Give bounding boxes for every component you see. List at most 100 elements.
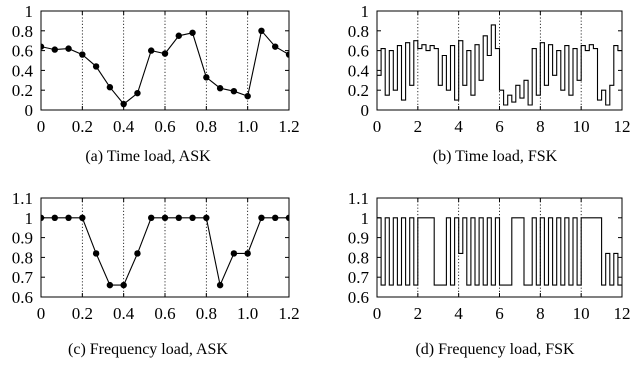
series-group <box>377 24 622 106</box>
data-point <box>134 250 141 257</box>
x-tick-label: 0.6 <box>154 304 175 323</box>
data-point <box>216 85 224 92</box>
y-tick-label: 0.8 <box>348 248 369 267</box>
x-tick-label: 0 <box>37 117 46 136</box>
x-tick-label: 0.2 <box>72 304 93 323</box>
x-tick-label: 2 <box>414 117 423 136</box>
y-tick-label: 0.4 <box>348 61 370 80</box>
y-tick-label: 0 <box>361 101 370 120</box>
data-point <box>203 74 210 81</box>
series-line <box>41 29 289 105</box>
y-tick-label: 0.9 <box>348 229 369 248</box>
data-point <box>313 85 319 91</box>
data-point <box>272 214 279 221</box>
x-tick-label: 4 <box>454 304 463 323</box>
data-point <box>327 107 333 113</box>
x-tick-label: 1.0 <box>237 117 258 136</box>
data-point <box>258 214 265 221</box>
x-tick-label: 8 <box>536 117 545 136</box>
x-tick-label: 0.8 <box>196 304 217 323</box>
data-point <box>244 92 251 100</box>
data-point <box>79 214 86 221</box>
x-tick-label: 4 <box>454 117 463 136</box>
x-tick-label: 0 <box>37 304 46 323</box>
data-point <box>285 214 289 221</box>
data-point <box>92 63 100 70</box>
data-point <box>134 89 141 97</box>
y-tick-label: 1 <box>25 2 34 21</box>
panel-caption: (d) Frequency load, FSK <box>415 341 575 358</box>
data-point <box>313 250 319 256</box>
y-tick-label: 0.6 <box>348 42 369 61</box>
y-tick-label: 0.6 <box>348 288 369 307</box>
data-point <box>148 47 155 54</box>
data-point <box>341 89 347 95</box>
data-point <box>216 281 224 289</box>
x-tick-label: 1.2 <box>278 304 299 323</box>
data-point <box>41 214 45 221</box>
series-line <box>377 217 622 286</box>
data-point <box>272 43 279 50</box>
series-group <box>41 27 347 113</box>
x-tick-label: 0.6 <box>154 117 175 136</box>
y-tick-label: 0.4 <box>12 61 34 80</box>
data-point <box>65 214 72 221</box>
x-tick-label: 12 <box>614 117 631 136</box>
x-tick-label: 10 <box>573 304 590 323</box>
y-tick-label: 0.2 <box>348 81 369 100</box>
x-tick-label: 6 <box>495 117 504 136</box>
x-tick-label: 8 <box>536 304 545 323</box>
data-point <box>300 48 306 54</box>
panel-time-load-fsk: 0 2 4 6 8 10 12 00.20.40.60.81 (b) Time load, FS… <box>348 2 631 165</box>
data-point <box>51 46 58 53</box>
x-tick-label: 12 <box>614 304 631 323</box>
y-tick-label: 0.8 <box>348 22 369 41</box>
y-tick-label: 0.6 <box>12 288 33 307</box>
y-tick-label: 0.7 <box>12 268 34 287</box>
y-tick-label: 0 <box>25 101 34 120</box>
y-tick-label: 0.7 <box>348 268 370 287</box>
data-point <box>65 45 72 52</box>
data-point <box>244 250 251 257</box>
y-tick-label: 0.6 <box>12 42 33 61</box>
y-tick-label: 0.2 <box>12 81 33 100</box>
y-tick-label: 1.1 <box>348 189 369 208</box>
data-point <box>175 214 182 221</box>
panel-caption: (a) Time load, ASK <box>85 148 211 165</box>
x-tick-label: 2 <box>414 304 423 323</box>
y-tick-label: 1.1 <box>12 189 33 208</box>
panel-caption: (c) Frequency load, ASK <box>68 341 228 358</box>
y-tick-label: 0.8 <box>12 248 33 267</box>
data-point <box>189 29 196 36</box>
panel-caption: (b) Time load, FSK <box>433 148 558 165</box>
y-tick-label: 0.8 <box>12 22 33 41</box>
data-point <box>285 51 289 58</box>
data-point <box>106 281 114 289</box>
data-point <box>203 214 210 221</box>
x-tick-label: 0 <box>373 117 382 136</box>
x-tick-label: 1.0 <box>237 304 258 323</box>
data-point <box>230 250 238 257</box>
y-tick-label: 1 <box>361 209 370 228</box>
data-point <box>161 214 169 221</box>
data-point <box>120 100 127 108</box>
series-group <box>377 217 622 286</box>
x-tick-label: 0 <box>373 304 382 323</box>
panel-frequency-load-ask: 0 0.2 0.4 0.6 0.8 1.0 1.20.60.70.80.911.1(c) F… <box>12 189 347 358</box>
data-point <box>341 282 347 288</box>
data-point <box>175 32 182 39</box>
x-tick-label: 6 <box>495 304 504 323</box>
x-tick-label: 0.4 <box>113 304 135 323</box>
series-line <box>377 24 622 106</box>
x-tick-label: 1.2 <box>278 117 299 136</box>
data-point <box>258 27 265 34</box>
data-point <box>230 87 238 95</box>
series-line <box>41 217 289 287</box>
y-tick-label: 0.9 <box>12 229 33 248</box>
data-point <box>189 214 196 221</box>
y-tick-label: 1 <box>361 2 370 21</box>
data-point <box>327 282 333 288</box>
panel-time-load-ask: 0 0.2 0.4 0.6 0.8 1.0 1.200.20.40.60.81(a) Tim… <box>12 2 347 165</box>
data-point <box>51 214 58 221</box>
